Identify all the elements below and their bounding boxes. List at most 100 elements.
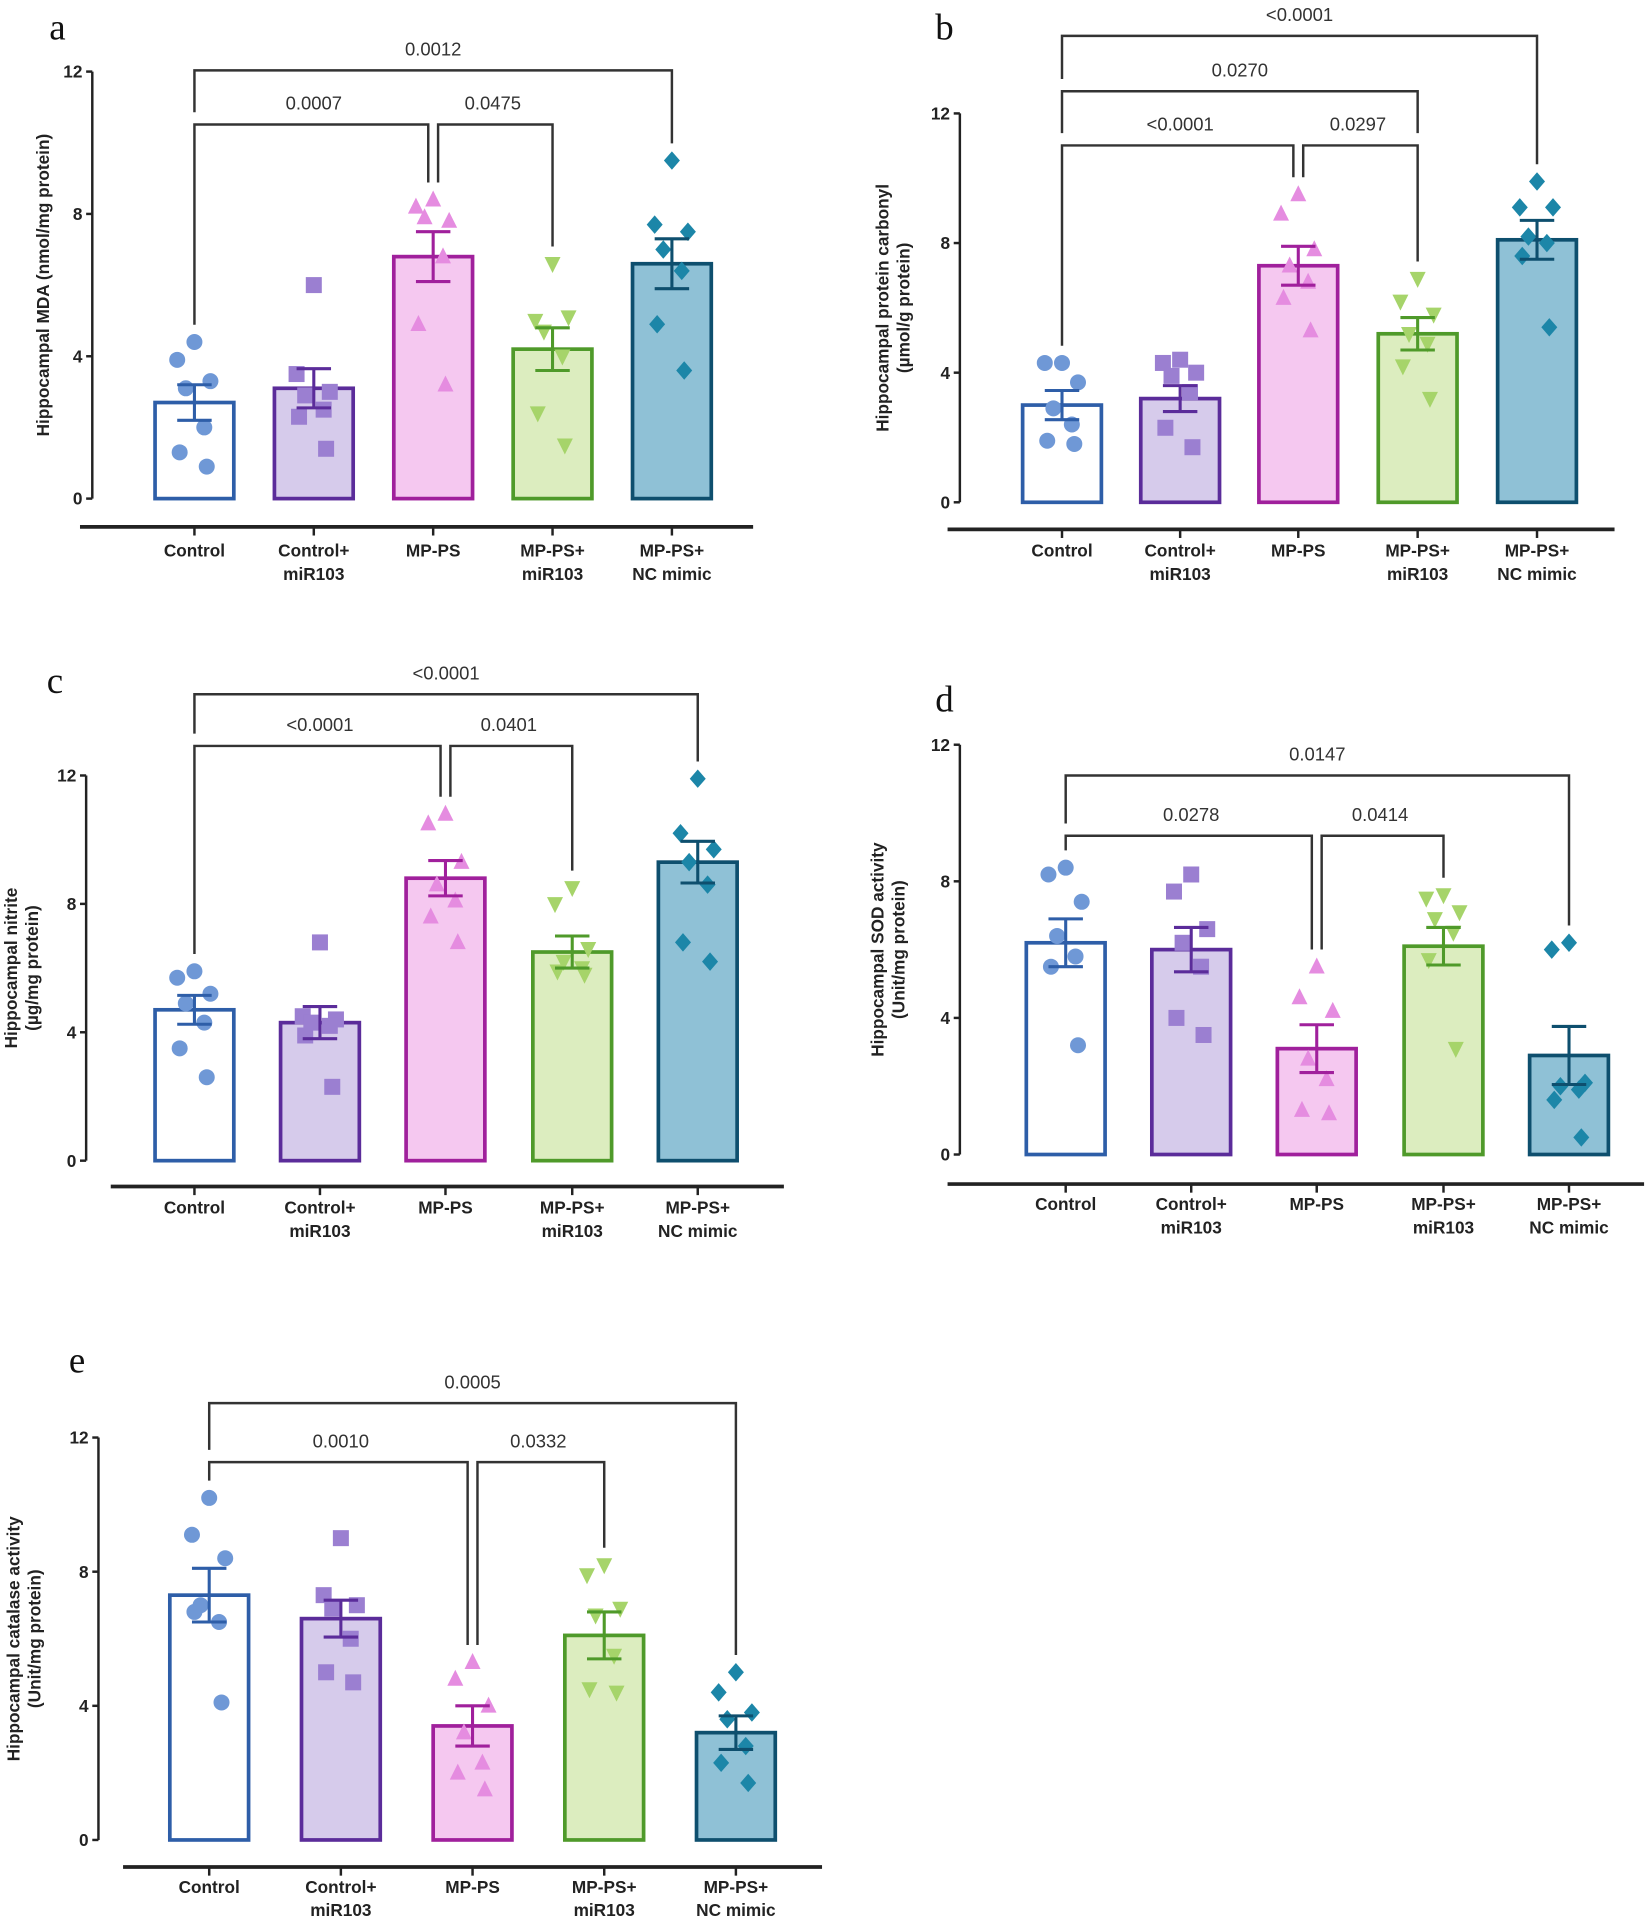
significance-bracket <box>1064 834 1314 950</box>
bar <box>531 950 614 1163</box>
data-point <box>1401 327 1418 344</box>
panel-letter: c <box>47 660 63 701</box>
data-point <box>649 315 666 334</box>
x-tick-label-line: MP-PS <box>418 1198 473 1218</box>
p-value-label: 0.0278 <box>1163 804 1219 825</box>
x-tick-label-line: miR103 <box>1387 564 1448 584</box>
data-point <box>1163 367 1180 384</box>
data-point <box>217 1550 234 1567</box>
data-point <box>681 852 698 872</box>
data-point <box>1426 912 1443 929</box>
data-point <box>699 875 716 894</box>
x-tick-label-line: miR103 <box>574 1900 635 1920</box>
x-tick-label: MP-PS <box>406 540 461 560</box>
panel-letter: a <box>49 7 65 48</box>
p-value-label: 0.0401 <box>481 714 537 735</box>
data-point <box>449 933 466 950</box>
data-point <box>1409 271 1426 288</box>
y-axis-label: Hippocampal protein carbonyl(µmol/g prot… <box>872 184 913 432</box>
data-point <box>428 875 445 892</box>
y-axis-label-line: (µmol/g protein) <box>893 243 913 373</box>
y-tick-label: 8 <box>940 871 950 891</box>
data-point <box>441 211 458 228</box>
y-tick-label: 4 <box>73 346 83 366</box>
data-point <box>1067 948 1084 965</box>
x-tick-label-line: NC mimic <box>1497 564 1577 584</box>
data-point <box>554 349 571 366</box>
x-tick-label: Control <box>179 1877 240 1897</box>
data-point <box>689 769 706 788</box>
data-point <box>1561 933 1578 953</box>
y-axis-label-line: Hippocampal nitrite <box>1 888 21 1049</box>
data-point <box>743 1703 760 1722</box>
data-point <box>1070 374 1087 391</box>
x-tick-label: MP-PS+ NC mimic <box>1529 1194 1609 1237</box>
data-point <box>324 1600 341 1617</box>
p-value-label: 0.0332 <box>510 1430 566 1451</box>
y-tick-label: 0 <box>67 1151 77 1171</box>
data-point <box>447 891 464 908</box>
data-point <box>556 438 573 455</box>
x-tick-label-line: MP-PS <box>1271 540 1326 560</box>
x-tick-label-line: Control+ <box>284 1198 355 1218</box>
data-point <box>1418 891 1435 908</box>
data-point <box>1045 400 1062 417</box>
y-tick-label: 12 <box>931 735 950 755</box>
x-tick-label: MP-PS+ miR103 <box>540 1198 605 1241</box>
data-point <box>719 1710 736 1729</box>
data-point <box>1447 1041 1464 1058</box>
p-value-label: <0.0001 <box>1147 114 1214 135</box>
x-tick-label-line: miR103 <box>1150 564 1211 584</box>
bar <box>630 261 714 501</box>
data-point <box>1291 988 1308 1005</box>
data-point <box>198 1069 215 1086</box>
data-point <box>555 954 572 971</box>
significance-bracket <box>1301 144 1419 262</box>
p-value-label: 0.0147 <box>1289 744 1345 765</box>
data-point <box>1157 419 1174 436</box>
data-point <box>578 1568 595 1585</box>
data-point <box>196 419 213 436</box>
data-point <box>291 408 308 425</box>
bar <box>1257 263 1340 505</box>
data-point <box>1300 1049 1317 1066</box>
data-point <box>608 1685 625 1702</box>
data-point <box>676 361 693 380</box>
significance-bracket <box>436 123 554 247</box>
significance-bracket <box>193 69 674 144</box>
data-point <box>1188 364 1205 381</box>
data-point <box>318 440 335 457</box>
x-tick-label-line: MP-PS <box>406 540 461 560</box>
x-tick-label-line: miR103 <box>283 564 344 584</box>
y-tick-label: 4 <box>79 1696 89 1716</box>
x-tick-label: Control <box>1031 540 1092 560</box>
x-tick-label: MP-PS+ miR103 <box>1385 540 1450 583</box>
y-axis-label: Hippocampal nitrite(µg/mg protein) <box>1 888 42 1049</box>
data-point <box>544 256 561 273</box>
x-tick-label: MP-PS+ miR103 <box>572 1877 637 1920</box>
y-tick-label: 12 <box>931 104 950 124</box>
p-value-label: 0.0414 <box>1352 804 1408 825</box>
data-point <box>1049 927 1066 944</box>
data-point <box>1066 435 1083 452</box>
x-tick-label-line: miR103 <box>542 1221 603 1241</box>
x-tick-label-line: MP-PS+ <box>704 1877 769 1897</box>
data-point <box>171 444 188 461</box>
data-point <box>198 458 215 475</box>
data-point <box>169 969 186 986</box>
data-point <box>177 380 194 397</box>
x-tick-label: Control <box>1035 1194 1096 1214</box>
x-tick-label: Control+ miR103 <box>284 1198 355 1241</box>
data-point <box>1057 859 1074 876</box>
panel-a: a 0 4 8 12 Hippocampal MDA (nmol/mg protein) C… <box>33 7 754 584</box>
x-tick-label-line: MP-PS+ <box>540 1198 605 1218</box>
data-point <box>596 1558 613 1575</box>
x-tick-label: Control <box>164 540 225 560</box>
y-axis-label-line: Hippocampal MDA (nmol/mg protein) <box>33 134 53 437</box>
x-tick-label: Control+ miR103 <box>305 1877 376 1920</box>
data-point <box>169 351 186 368</box>
data-point <box>1420 953 1437 970</box>
p-value-label: 0.0007 <box>286 93 342 114</box>
data-point <box>1181 384 1198 401</box>
bar <box>167 1593 251 1842</box>
